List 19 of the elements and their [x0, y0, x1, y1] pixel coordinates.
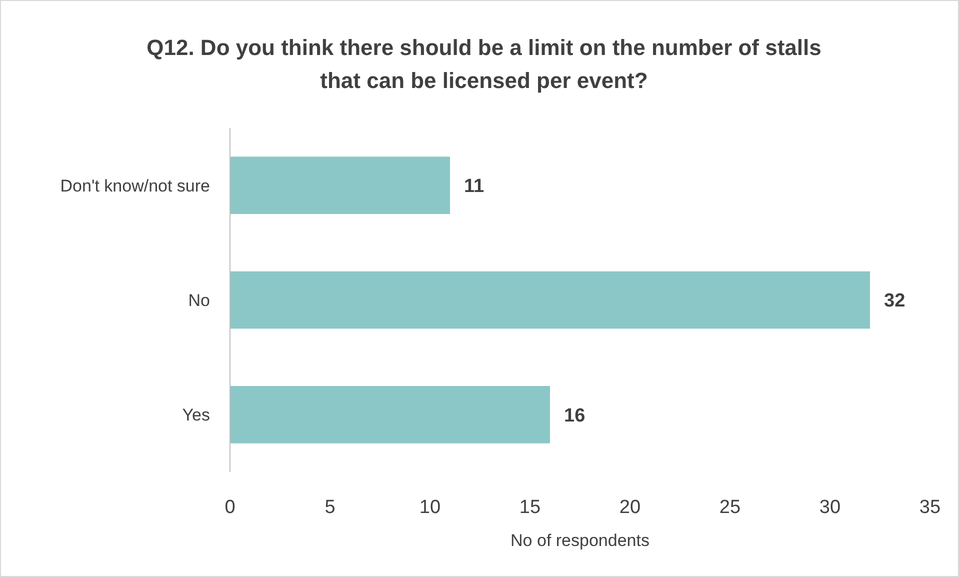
y-tick-label: Don't know/not sure [60, 176, 210, 196]
data-label: 32 [884, 290, 906, 312]
y-tick-label: No [188, 290, 210, 310]
x-tick-label: 30 [819, 497, 841, 518]
x-tick-label: 25 [719, 497, 741, 518]
data-label: 16 [564, 405, 586, 426]
bar [230, 271, 870, 329]
chart-title: Q12. Do you think there should be a limit on the number of stalls that can be licensed per event? [146, 35, 822, 93]
x-tick-label: 0 [224, 497, 236, 518]
x-tick-label: 10 [419, 497, 441, 518]
x-tick-label: 20 [619, 497, 641, 518]
x-axis-title: No of respondents [510, 531, 650, 550]
x-tick-label: 35 [919, 497, 941, 518]
x-tick-label: 15 [519, 497, 541, 518]
x-tick-label: 5 [324, 497, 336, 518]
bar [230, 386, 550, 444]
bar [230, 156, 450, 214]
y-tick-label: Yes [182, 406, 210, 425]
data-label: 11 [464, 176, 485, 197]
